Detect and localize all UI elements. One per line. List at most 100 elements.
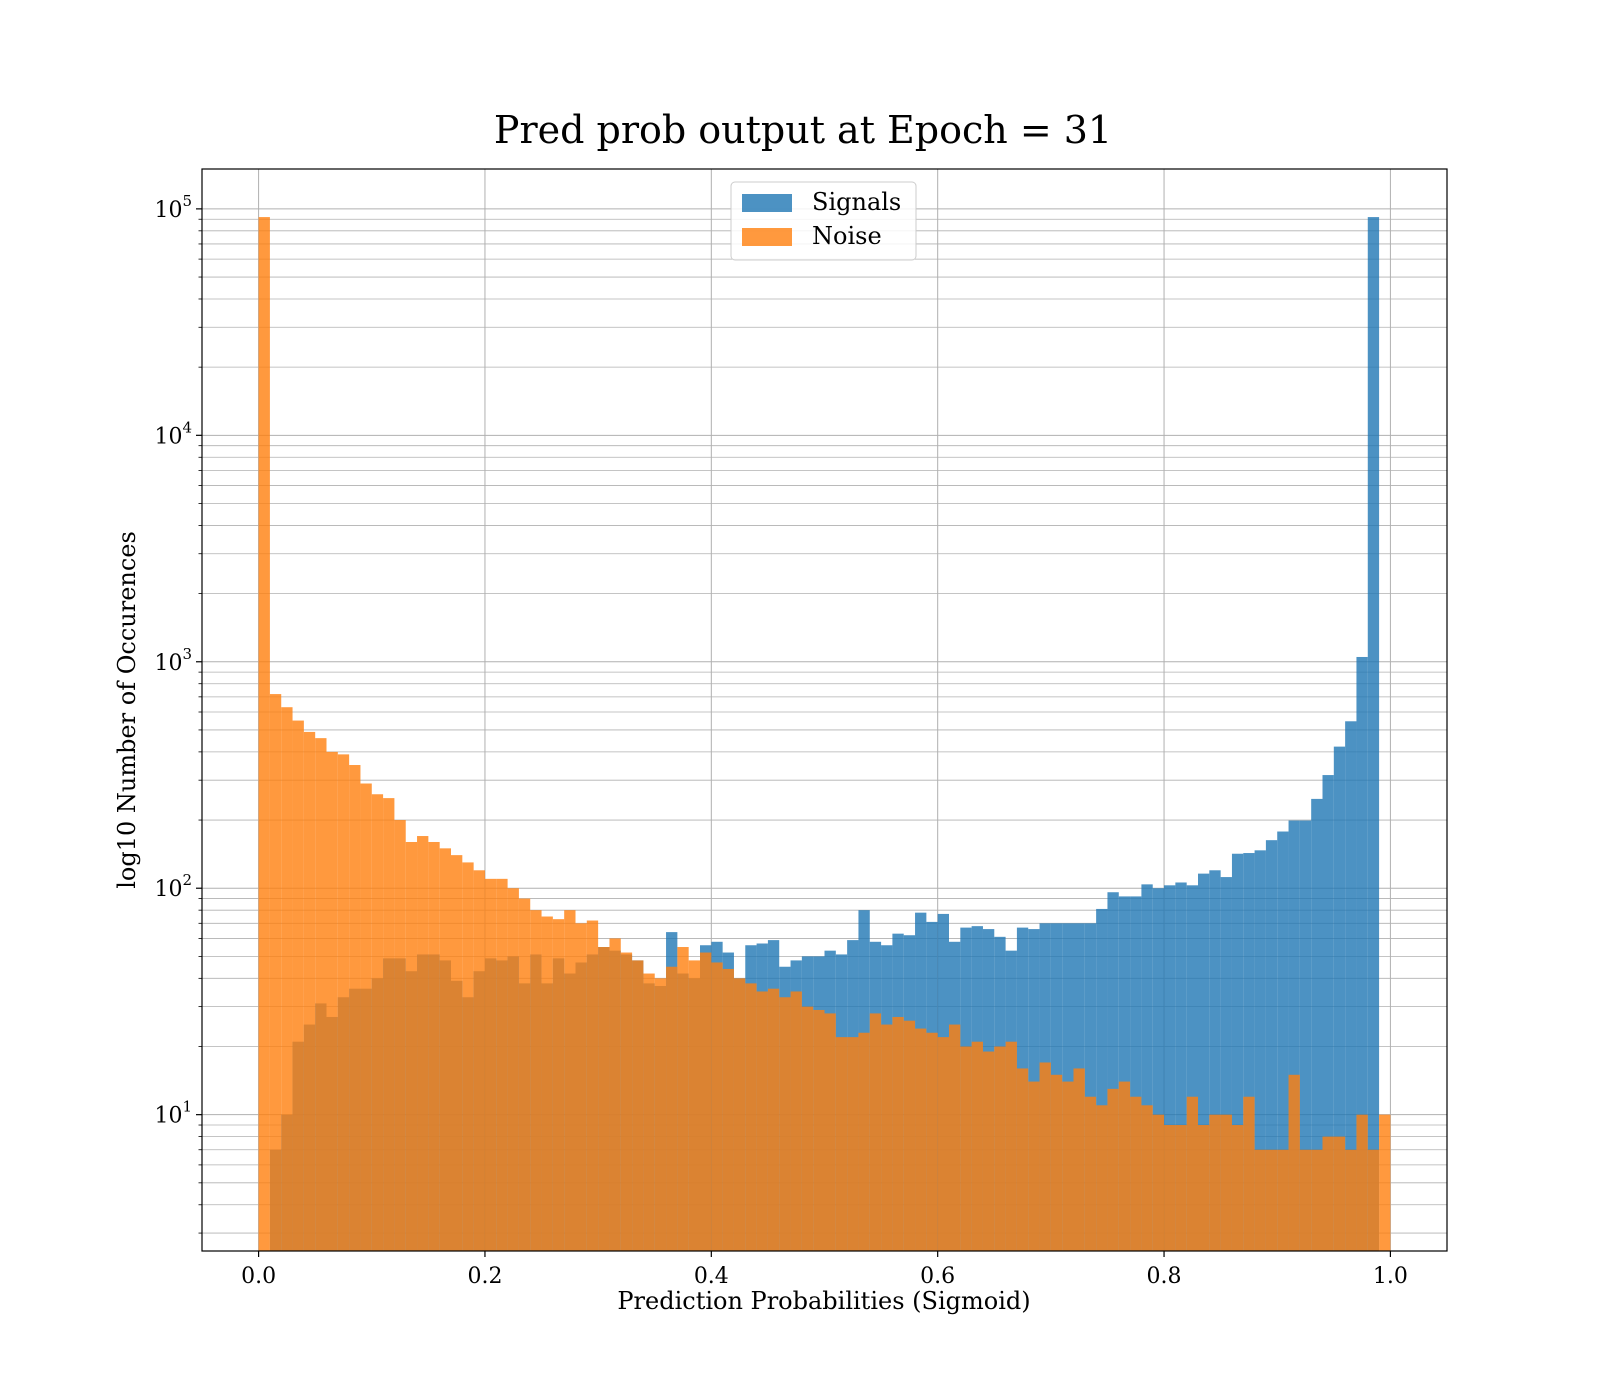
bar-noise: [745, 983, 757, 1251]
bar-noise: [654, 978, 667, 1251]
bar-signals: [1231, 853, 1244, 1251]
bar-noise: [1130, 1096, 1142, 1251]
bar-noise: [915, 1028, 927, 1251]
bar-noise: [982, 1051, 995, 1251]
bar-noise: [801, 1006, 814, 1251]
bar-noise: [1118, 1081, 1131, 1251]
bar-noise: [767, 988, 780, 1251]
bar-noise: [790, 991, 802, 1251]
bar-noise: [1288, 1074, 1300, 1251]
bar-noise: [1198, 1125, 1210, 1251]
bar-noise: [1073, 1068, 1085, 1251]
x-tick-label: 1.0: [1373, 1264, 1408, 1289]
bar-noise: [292, 720, 304, 1251]
x-tick-label: 0.4: [694, 1264, 729, 1289]
bar-noise: [258, 217, 270, 1251]
bar-noise: [926, 1032, 938, 1251]
bar-noise: [1333, 1136, 1346, 1251]
bar-noise: [756, 991, 768, 1251]
bar-noise: [269, 694, 282, 1251]
bar-noise: [994, 1046, 1006, 1251]
plot-frame: [201, 168, 1448, 1252]
bar-signals: [1288, 820, 1300, 1251]
bar-noise: [1107, 1088, 1119, 1251]
bar-signals: [1311, 798, 1323, 1251]
bar-noise: [824, 1013, 836, 1251]
bar-noise: [1311, 1149, 1323, 1251]
bar-signals: [1175, 882, 1187, 1251]
bar-signals: [1345, 721, 1357, 1251]
bar-noise: [451, 855, 463, 1251]
bar-noise: [428, 841, 440, 1251]
bar-noise: [564, 910, 576, 1251]
bar-noise: [1028, 1081, 1040, 1251]
bar-noise: [1096, 1105, 1108, 1251]
bar-noise: [484, 878, 497, 1251]
bar-noise: [383, 798, 395, 1251]
bar-noise: [439, 848, 451, 1251]
bar-noise: [394, 820, 406, 1251]
bar-noise: [666, 966, 678, 1251]
bar-signals: [1118, 896, 1131, 1251]
bar-signals: [1356, 656, 1368, 1251]
bar-noise: [1356, 1114, 1368, 1251]
y-tick-label: 101: [154, 1098, 192, 1129]
bar-noise: [971, 1041, 983, 1251]
bar-noise: [1322, 1136, 1334, 1251]
bar-signals: [1265, 840, 1278, 1251]
bar-noise: [473, 870, 485, 1251]
legend: Signals Noise: [730, 181, 917, 261]
bar-signals: [1322, 775, 1334, 1251]
y-tick-label: 103: [154, 645, 192, 676]
bar-noise: [700, 952, 712, 1251]
y-tick-label: 102: [154, 871, 192, 902]
bar-noise: [1345, 1149, 1357, 1251]
bar-noise: [598, 947, 610, 1251]
bar-noise: [1367, 1149, 1380, 1251]
bar-noise: [869, 1013, 882, 1251]
bar-noise: [496, 878, 508, 1251]
bar-noise: [1175, 1125, 1187, 1251]
bar-noise: [632, 960, 644, 1251]
bar-signals: [1209, 870, 1221, 1251]
bar-noise: [1016, 1068, 1029, 1251]
y-tick-label: 105: [154, 192, 192, 223]
x-tick-label: 0.8: [1147, 1264, 1182, 1289]
bar-noise: [507, 888, 519, 1251]
bar-noise: [892, 1016, 904, 1251]
bar-signals: [1107, 892, 1119, 1251]
bar-signals: [1084, 923, 1097, 1251]
bar-noise: [1164, 1125, 1176, 1251]
bar-noise: [688, 960, 700, 1251]
bar-noise: [949, 1024, 961, 1251]
bar-signals: [1096, 908, 1108, 1251]
bar-noise: [733, 978, 746, 1251]
bar-signals: [1220, 877, 1232, 1251]
bar-noise: [1299, 1149, 1312, 1251]
legend-swatch-signals: [742, 194, 792, 212]
bar-signals: [1299, 820, 1312, 1251]
bar-noise: [1254, 1149, 1266, 1251]
bar-noise: [1231, 1125, 1244, 1251]
bar-noise: [937, 1037, 949, 1251]
bar-noise: [609, 938, 621, 1251]
chart-title: Pred prob output at Epoch = 31: [494, 108, 1112, 152]
bar-noise: [1186, 1096, 1198, 1251]
bar-noise: [881, 1024, 893, 1251]
bar-noise: [405, 841, 418, 1251]
bar-noise: [530, 910, 542, 1251]
bar-noise: [847, 1037, 859, 1251]
bar-signals: [1367, 217, 1380, 1251]
bar-noise: [1243, 1096, 1255, 1251]
bar-noise: [1062, 1081, 1074, 1251]
bar-noise: [518, 898, 531, 1251]
bar-noise: [835, 1037, 848, 1251]
bar-signals: [1164, 885, 1176, 1251]
bar-noise: [1209, 1114, 1221, 1251]
bar-signals: [1186, 885, 1198, 1251]
bar-noise: [643, 973, 655, 1251]
bar-signals: [1130, 896, 1142, 1251]
bar-noise: [620, 952, 633, 1251]
bar-noise: [371, 794, 384, 1251]
